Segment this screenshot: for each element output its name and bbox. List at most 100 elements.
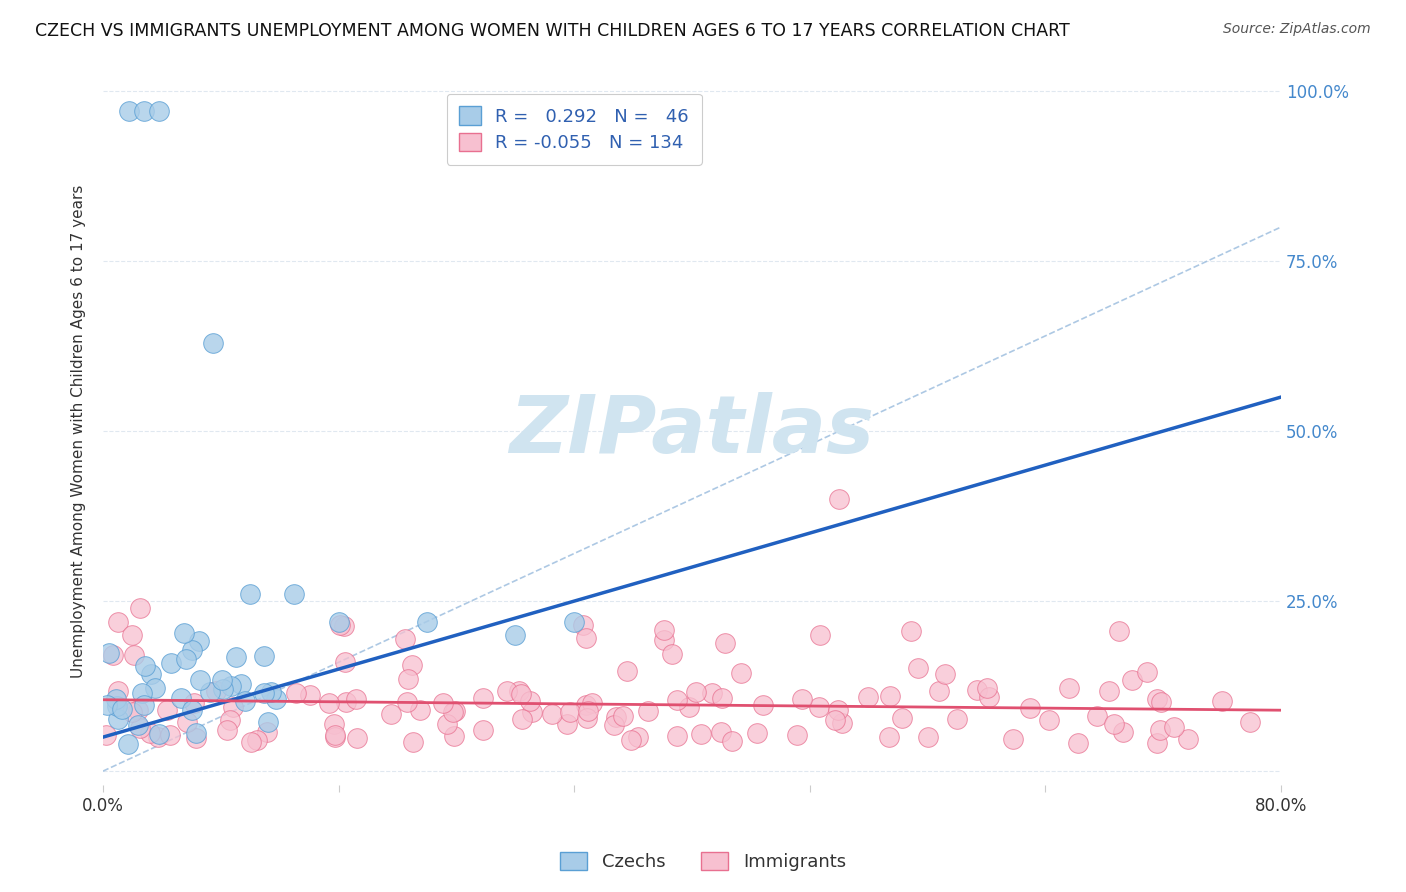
Point [1146,736,1168,750]
Point [441,705,464,719]
Point [128,721,150,735]
Point [329,618,352,632]
Point [253,648,276,663]
Point [690,727,713,741]
Point [325,730,347,744]
Point [233,694,256,708]
Point [117,737,139,751]
Point [170,691,193,706]
Point [118,104,141,119]
Point [917,731,939,745]
Point [159,728,181,742]
Point [1059,681,1081,696]
Point [245,733,267,747]
Point [751,698,773,712]
Point [121,628,143,642]
Point [323,717,346,731]
Point [333,618,356,632]
Point [721,734,744,748]
Point [396,672,419,686]
Point [225,650,247,665]
Point [1177,731,1199,746]
Point [666,692,689,706]
Point [416,615,439,629]
Point [283,587,305,601]
Point [181,643,204,657]
Point [401,657,423,672]
Point [335,695,357,709]
Point [96,728,118,742]
Point [678,699,700,714]
Point [685,685,707,699]
Point [176,651,198,665]
Point [219,679,242,693]
Point [184,725,207,739]
Point [211,673,233,687]
Point [127,703,149,717]
Point [328,615,350,629]
Point [555,717,578,731]
Legend: R =   0.292   N =   46, R = -0.055   N = 134: R = 0.292 N = 46, R = -0.055 N = 134 [447,94,702,165]
Point [976,681,998,695]
Point [928,684,950,698]
Point [396,695,419,709]
Point [575,698,598,712]
Point [409,703,432,717]
Point [253,686,276,700]
Point [934,667,956,681]
Point [183,697,205,711]
Point [436,716,458,731]
Point [148,104,170,119]
Point [190,673,212,687]
Point [432,696,454,710]
Point [747,726,769,740]
Point [212,681,235,696]
Point [148,727,170,741]
Point [97,646,120,660]
Point [219,714,242,728]
Point [560,705,582,719]
Point [661,647,683,661]
Point [160,657,183,671]
Point [285,686,308,700]
Point [1163,720,1185,734]
Point [380,707,402,722]
Point [496,684,519,698]
Point [205,684,228,698]
Point [333,655,356,669]
Legend: Czechs, Immigrants: Czechs, Immigrants [553,845,853,879]
Point [239,587,262,601]
Point [575,710,598,724]
Point [1038,713,1060,727]
Point [510,687,533,701]
Point [104,691,127,706]
Point [790,692,813,706]
Point [702,686,724,700]
Point [808,700,831,714]
Point [443,730,465,744]
Point [900,624,922,638]
Point [879,689,901,703]
Text: ZIPatlas: ZIPatlas [509,392,875,470]
Point [713,636,735,650]
Point [323,728,346,742]
Point [131,686,153,700]
Point [264,692,287,706]
Point [1211,694,1233,708]
Point [519,693,541,707]
Point [128,601,150,615]
Point [616,664,638,678]
Point [229,677,252,691]
Point [652,623,675,637]
Point [1019,700,1042,714]
Point [856,690,879,705]
Point [510,712,533,726]
Point [1108,624,1130,639]
Point [710,724,733,739]
Point [298,688,321,702]
Point [1001,731,1024,746]
Point [891,711,914,725]
Point [198,685,221,699]
Point [730,665,752,680]
Point [127,717,149,731]
